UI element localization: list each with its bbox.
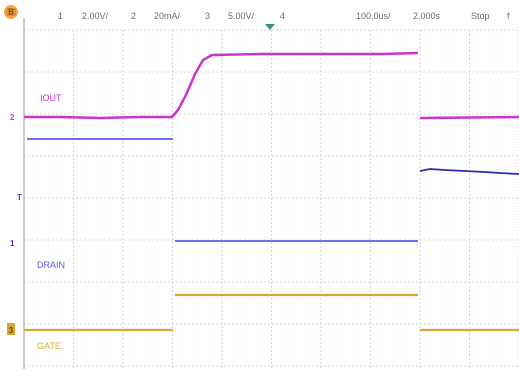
iout-trace (24, 51, 419, 120)
timebase-readout[interactable]: 100.0us/ (356, 11, 391, 21)
ch4-number[interactable]: 4 (280, 11, 285, 21)
graticule-grid (23, 29, 519, 369)
reference-marker-inner-icon (6, 8, 16, 16)
ch3-scale[interactable]: 5.00V/ (228, 11, 255, 21)
gate-label: GATE (37, 341, 61, 351)
ch2-scale[interactable]: 20mA/ (154, 11, 181, 21)
reference-marker-label: B (8, 8, 14, 17)
trigger-level-marker[interactable]: T (17, 193, 22, 202)
status-bar: B 1 2.00V/ 2 20mA/ 3 5.00V/ 4 100.0us/ 2… (4, 5, 510, 30)
iout-label: IOUT (40, 93, 62, 103)
ch3-number[interactable]: 3 (205, 11, 210, 21)
ch1-ground-marker[interactable]: 1 (10, 239, 15, 248)
trigger-position-icon[interactable] (265, 24, 275, 30)
ch3-ground-marker-bg (7, 323, 15, 335)
ch2-number[interactable]: 2 (131, 11, 136, 21)
ch3-ground-marker[interactable]: 3 (9, 326, 14, 335)
ch1-scale[interactable]: 2.00V/ (82, 11, 109, 21)
iout-trace-segment-after (419, 115, 519, 120)
run-state-indicator: f (507, 11, 510, 21)
waveform-traces (24, 51, 519, 332)
channel-markers: 2 T 1 3 (7, 113, 22, 335)
drain-trace-after (419, 168, 519, 175)
drain-label: DRAIN (37, 260, 65, 270)
run-state-readout[interactable]: Stop (471, 11, 490, 21)
sample-rate-readout: 2.000s (413, 11, 441, 21)
ch1-number[interactable]: 1 (58, 11, 63, 21)
ch2-ground-marker[interactable]: 2 (10, 113, 15, 122)
